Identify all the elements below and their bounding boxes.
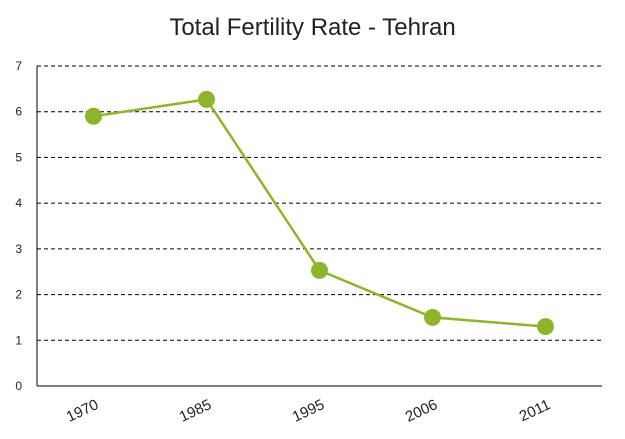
y-tick-label: 3: [15, 242, 22, 256]
data-point: [424, 308, 441, 326]
x-tick-label: 1995: [290, 396, 327, 426]
y-tick-label: 0: [15, 379, 22, 393]
chart-title: Total Fertility Rate - Tehran: [169, 14, 456, 41]
y-tick-label: 2: [15, 288, 22, 302]
y-tick-label: 6: [15, 105, 22, 119]
x-tick-label: 2006: [403, 396, 440, 426]
y-tick-label: 7: [15, 59, 22, 73]
y-tick-label: 1: [15, 333, 22, 347]
x-tick-label: 1985: [177, 396, 214, 426]
x-tick-label: 1970: [64, 396, 101, 426]
series-line: [93, 98, 546, 328]
data-point: [537, 318, 554, 336]
x-tick-label: 2011: [517, 396, 553, 425]
y-tick-label: 5: [15, 150, 22, 164]
data-point: [198, 90, 215, 108]
data-point: [311, 261, 328, 279]
data-point: [85, 107, 102, 125]
y-tick-label: 4: [15, 196, 22, 210]
